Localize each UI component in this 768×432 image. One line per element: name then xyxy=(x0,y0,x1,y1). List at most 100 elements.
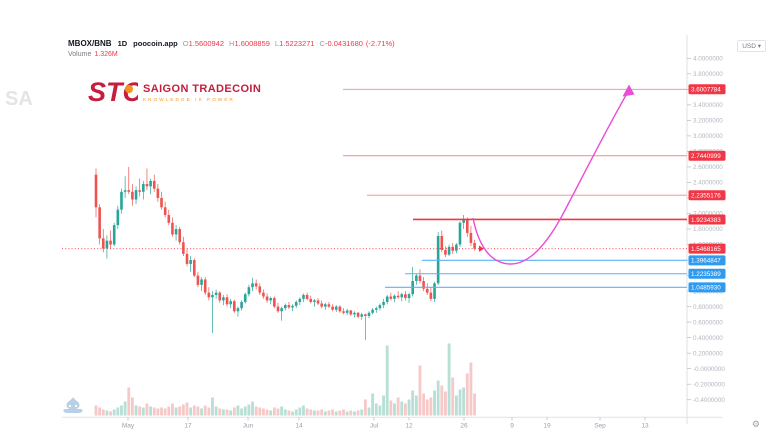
time-axis[interactable]: May 17 Jun 14 Jul 12 26 9 19 Sep 13 xyxy=(122,417,649,430)
chart-header: MBOX/BNB 1D poocoin.app O1.5600942 H1.600885… xyxy=(68,39,395,48)
level-lines[interactable]: 3.6007784 2.7440999 2.2355176 1.9234383 1.54… xyxy=(62,84,726,293)
candle xyxy=(320,303,323,307)
volume-bar xyxy=(313,410,316,416)
candle xyxy=(327,304,331,307)
volume-bar xyxy=(385,345,389,416)
volume-bar xyxy=(404,403,407,416)
volume-bar xyxy=(454,395,458,416)
volume-bar xyxy=(462,387,466,416)
candle xyxy=(462,219,465,223)
price-badge-label: 1.2235389 xyxy=(691,271,721,278)
interval-label[interactable]: 1D xyxy=(117,39,128,48)
candle xyxy=(236,308,240,312)
volume-bar xyxy=(98,407,102,416)
volume-bar xyxy=(469,362,473,416)
volume-bar xyxy=(156,408,160,416)
candle xyxy=(101,238,105,249)
candle xyxy=(189,260,192,264)
volume-bar xyxy=(149,406,152,416)
candle xyxy=(324,304,327,307)
candle xyxy=(192,260,196,276)
price-badge-label: 3.6007784 xyxy=(691,87,721,94)
stc-logo-mark: STC xyxy=(88,77,138,107)
volume-bar xyxy=(214,406,218,416)
volume-bar xyxy=(407,399,411,416)
price-tick-label: 3.4000000 xyxy=(693,102,723,109)
price-badge xyxy=(688,268,726,279)
price-badge xyxy=(688,282,726,293)
volume-bar xyxy=(371,393,375,416)
candle xyxy=(309,298,313,302)
volume-bar xyxy=(298,407,302,416)
price-tick-label: 0.8000000 xyxy=(693,304,723,311)
low-key: L xyxy=(274,39,280,48)
volume-bar xyxy=(473,393,476,416)
candle xyxy=(105,240,109,249)
volume-bar xyxy=(378,405,382,416)
volume-bar xyxy=(163,408,167,416)
volume-bar xyxy=(203,405,207,416)
volume-bar xyxy=(120,405,123,416)
candle xyxy=(214,292,218,295)
volume-bar xyxy=(429,397,433,416)
candle xyxy=(444,249,447,255)
volume-bar xyxy=(272,407,276,416)
candle xyxy=(94,174,98,208)
volume-bar xyxy=(178,406,182,416)
candle xyxy=(418,275,422,282)
candle xyxy=(109,240,112,245)
volume-bar xyxy=(414,395,418,416)
volume-bar xyxy=(382,395,385,416)
candle xyxy=(178,229,182,243)
volume-bar xyxy=(240,408,243,416)
time-tick-label: 17 xyxy=(184,423,192,430)
volume-bar xyxy=(116,407,120,416)
change-percent: (-2.71%) xyxy=(365,39,395,48)
candle xyxy=(134,190,138,200)
currency-toggle[interactable]: USD ▾ xyxy=(737,40,766,52)
candle xyxy=(425,288,429,293)
logo-name: SAIGON TRADECOIN xyxy=(143,82,262,95)
candle xyxy=(473,242,476,249)
volume-bar xyxy=(189,407,193,416)
volume-bar xyxy=(353,411,356,416)
volume-bar xyxy=(465,373,469,416)
candle xyxy=(163,207,167,216)
volume-bar xyxy=(196,406,200,416)
volume-bar xyxy=(265,409,269,416)
volume-bar xyxy=(222,409,225,416)
volume-bar xyxy=(225,409,229,416)
time-tick-label: 13 xyxy=(641,423,649,430)
candle xyxy=(396,295,400,298)
gear-icon[interactable]: ⚙ xyxy=(751,419,760,429)
change-value: -0.0431680 xyxy=(324,39,363,48)
projection-arrow[interactable] xyxy=(472,84,635,265)
volume-bar xyxy=(112,409,116,416)
time-tick-label: Jun xyxy=(243,423,254,430)
volume-bar xyxy=(141,407,145,416)
candle xyxy=(287,305,291,308)
volume-bar xyxy=(232,407,236,416)
volume-bar xyxy=(207,407,211,416)
symbol-label[interactable]: MBOX/BNB xyxy=(68,39,112,48)
candle xyxy=(360,314,364,317)
volume-bar xyxy=(262,408,265,416)
candle xyxy=(218,292,222,301)
price-tick-label: 0.6000000 xyxy=(693,319,723,326)
candle xyxy=(291,305,294,308)
price-badge xyxy=(688,190,726,201)
price-badge-label: 2.7440999 xyxy=(691,153,721,160)
watermark-fragment: SA xyxy=(5,88,33,110)
volume-bar xyxy=(276,408,280,416)
volume-bar xyxy=(294,409,298,416)
candle xyxy=(349,310,353,315)
price-axis[interactable]: 4.00000003.80000003.60000003.40000003.20… xyxy=(687,56,725,404)
time-tick-label: May xyxy=(122,423,135,430)
volume-bar xyxy=(411,390,415,416)
volume-bar xyxy=(320,409,324,416)
volume-bar xyxy=(218,408,222,416)
candle xyxy=(182,242,185,254)
source-label: poocoin.app xyxy=(133,39,178,48)
candle xyxy=(371,309,374,313)
